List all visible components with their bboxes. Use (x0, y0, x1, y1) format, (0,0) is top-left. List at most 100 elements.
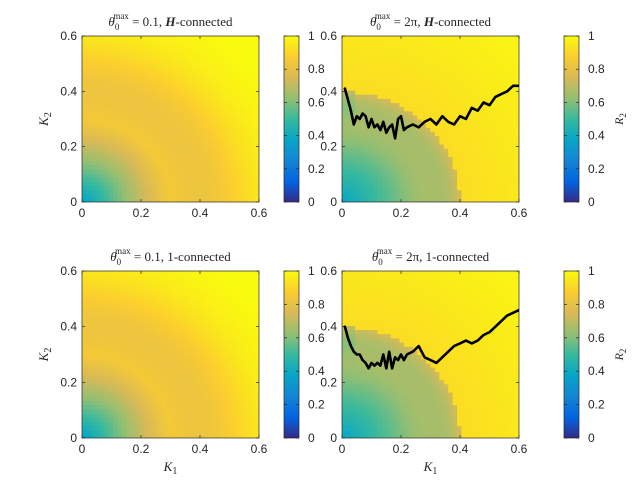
heatmap-cell (161, 383, 167, 389)
heatmap-cell (117, 56, 123, 62)
heatmap-cell (219, 367, 225, 372)
heatmap-cell (355, 135, 361, 141)
heatmap-cell (104, 127, 110, 133)
heatmap-cell (143, 52, 149, 58)
heatmap-cell (139, 417, 145, 422)
heatmap-cell (205, 164, 211, 170)
heatmap-cell (236, 185, 242, 191)
heatmap-cell (479, 48, 485, 54)
heatmap-cell (126, 300, 132, 305)
heatmap-cell (488, 156, 494, 162)
heatmap-cell (346, 40, 352, 45)
heatmap-cell (99, 362, 105, 368)
heatmap-cell (492, 172, 498, 178)
heatmap-cell (121, 304, 127, 310)
heatmap-cell (130, 52, 136, 58)
heatmap-cell (161, 164, 167, 170)
heatmap-cell (179, 296, 185, 301)
heatmap-cell (95, 358, 101, 364)
heatmap-cell (417, 160, 423, 166)
heatmap-cell (148, 287, 154, 293)
heatmap-cell (95, 404, 101, 410)
heatmap-cell (148, 85, 154, 91)
heatmap-cell (236, 291, 242, 297)
heatmap-cell (254, 185, 259, 191)
heatmap-cell (201, 300, 207, 305)
colorbar-tick-label: 0.6 (588, 95, 605, 109)
heatmap-cell (117, 308, 123, 314)
heatmap-cell (457, 81, 463, 87)
heatmap-cell (342, 429, 348, 435)
heatmap-cell (488, 189, 494, 195)
heatmap-cell (99, 404, 105, 410)
heatmap-cell (408, 143, 414, 149)
heatmap-cell (219, 77, 225, 83)
heatmap-cell (439, 148, 445, 153)
heatmap-cell (408, 98, 414, 103)
heatmap-cell (395, 185, 401, 191)
heatmap-cell (183, 371, 189, 376)
heatmap-cell (197, 308, 203, 314)
heatmap-cell (505, 177, 511, 182)
heatmap-cell (112, 271, 118, 276)
heatmap-cell (104, 160, 110, 166)
heatmap-cell (152, 98, 158, 103)
heatmap (82, 36, 259, 202)
heatmap-cell (355, 73, 361, 79)
heatmap-cell (355, 119, 361, 124)
heatmap-cell (479, 65, 485, 70)
heatmap-cell (82, 48, 88, 54)
heatmap-cell (126, 73, 132, 79)
heatmap-cell (501, 160, 507, 166)
heatmap-cell (417, 189, 423, 195)
heatmap-cell (174, 316, 180, 322)
heatmap-cell (205, 77, 211, 83)
heatmap-cell (161, 189, 167, 195)
heatmap-cell (174, 185, 180, 191)
heatmap-cell (421, 131, 427, 137)
heatmap-cell (236, 94, 242, 99)
heatmap-cell (250, 73, 256, 79)
heatmap-cell (250, 131, 256, 137)
heatmap-cell (390, 69, 396, 74)
heatmap-cell (254, 106, 259, 112)
heatmap-cell (228, 160, 234, 166)
heatmap-cell (412, 73, 418, 79)
heatmap-cell (443, 135, 449, 141)
heatmap-cell (205, 383, 211, 389)
heatmap-cell (135, 358, 141, 364)
heatmap-cell (412, 168, 418, 174)
heatmap-cell (223, 291, 229, 297)
heatmap-cell (214, 197, 220, 202)
heatmap-cell (201, 362, 207, 368)
heatmap-cell (386, 139, 392, 145)
heatmap-cell (201, 392, 207, 397)
heatmap-cell (192, 85, 198, 91)
heatmap-cell (399, 94, 405, 99)
heatmap-cell (254, 291, 259, 297)
heatmap-cell (359, 65, 365, 70)
heatmap-cell (219, 308, 225, 314)
heatmap-cell (412, 177, 418, 182)
heatmap-cell (183, 73, 189, 79)
heatmap-cell (179, 425, 185, 431)
colorbar-tick-label: 0.8 (588, 62, 605, 76)
heatmap-cell (95, 400, 101, 406)
heatmap-cell (488, 81, 494, 87)
heatmap-cell (130, 291, 136, 297)
heatmap-cell (130, 341, 136, 347)
heatmap-cell (143, 412, 149, 418)
heatmap-cell (121, 275, 127, 280)
heatmap-cell (254, 367, 259, 372)
heatmap-cell (214, 102, 220, 108)
heatmap-cell (108, 85, 114, 91)
heatmap-cell (214, 300, 220, 305)
heatmap-cell (95, 156, 101, 162)
heatmap-cell (372, 139, 378, 145)
heatmap-cell (95, 98, 101, 103)
heatmap-cell (179, 73, 185, 79)
heatmap-cell (188, 308, 194, 314)
heatmap-cell (188, 131, 194, 137)
heatmap-cell (254, 379, 259, 385)
heatmap-cell (183, 333, 189, 339)
